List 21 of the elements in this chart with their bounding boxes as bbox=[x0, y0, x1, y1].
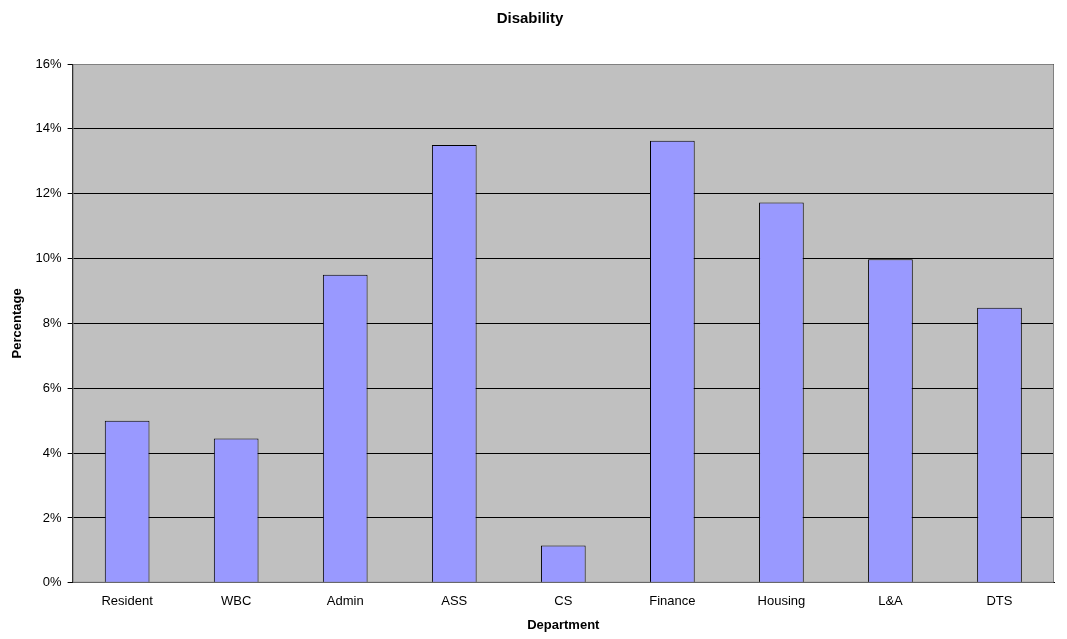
y-tick-label: 4% bbox=[42, 444, 63, 460]
y-tick-label: 6% bbox=[42, 379, 63, 395]
x-tick-label: Admin bbox=[326, 593, 364, 609]
y-tick-label: 14% bbox=[35, 120, 63, 136]
x-tick-label: ASS bbox=[441, 593, 468, 609]
x-tick-label: Finance bbox=[649, 593, 696, 609]
x-tick-label: DTS bbox=[986, 593, 1013, 609]
x-axis-title: Department bbox=[527, 616, 601, 632]
x-tick-label: L&A bbox=[878, 593, 904, 609]
y-axis-title: Percentage bbox=[9, 288, 25, 359]
y-tick-label: 8% bbox=[42, 314, 63, 330]
x-tick-label: WBC bbox=[221, 593, 252, 609]
x-tick-label: CS bbox=[554, 593, 573, 609]
y-tick-label: 16% bbox=[35, 55, 63, 71]
x-tick-label: Housing bbox=[757, 593, 806, 609]
y-tick-label: 0% bbox=[42, 574, 63, 590]
y-tick-label: 12% bbox=[35, 185, 63, 201]
y-tick-label: 10% bbox=[35, 250, 63, 266]
x-tick-label: Resident bbox=[101, 593, 154, 609]
chart-title: Disability bbox=[496, 9, 564, 27]
y-tick-label: 2% bbox=[42, 509, 63, 525]
